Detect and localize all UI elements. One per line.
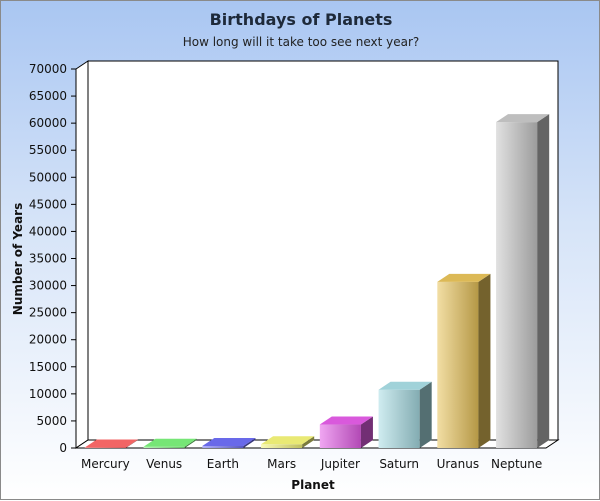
y-tick-label: 55000 (29, 143, 67, 157)
bar-front (144, 447, 185, 448)
y-tick-label: 0 (59, 441, 67, 455)
bar-side (478, 274, 490, 448)
x-tick-label: Earth (207, 457, 239, 471)
bar-side (420, 382, 432, 448)
y-tick-label: 20000 (29, 333, 67, 347)
y-tick-label: 5000 (36, 414, 67, 428)
bar-neptune (496, 114, 549, 448)
y-tick-label: 50000 (29, 170, 67, 184)
y-tick-label: 30000 (29, 279, 67, 293)
y-tick-label: 70000 (29, 62, 67, 76)
x-tick-label: Neptune (491, 457, 542, 471)
y-tick-label: 25000 (29, 306, 67, 320)
y-tick-label: 40000 (29, 224, 67, 238)
y-axis-ticks: 0 5000 10000 15000 20000 25000 30000 35000 40000… (29, 62, 76, 455)
chart-subtitle: How long will it take too see next year? (183, 35, 420, 49)
bar-uranus (437, 274, 490, 448)
x-axis-labels: Mercury Venus Earth Mars Jupiter Saturn Uranus… (81, 457, 542, 471)
bar-front (202, 446, 243, 448)
x-tick-label: Saturn (379, 457, 419, 471)
bar-jupiter (320, 417, 373, 448)
bar-side (537, 114, 549, 448)
chart-title: Birthdays of Planets (210, 10, 393, 29)
bar-saturn (379, 382, 432, 448)
y-axis-title: Number of Years (11, 203, 25, 315)
x-tick-label: Jupiter (320, 457, 360, 471)
x-tick-label: Mars (267, 457, 296, 471)
x-axis-title: Planet (291, 478, 335, 492)
y-tick-label: 35000 (29, 252, 67, 266)
bar-front (379, 390, 420, 448)
y-tick-label: 45000 (29, 197, 67, 211)
x-tick-label: Venus (146, 457, 182, 471)
y-tick-label: 15000 (29, 360, 67, 374)
bar-front (437, 282, 478, 448)
y-tick-label: 10000 (29, 387, 67, 401)
plot-left-wall (76, 61, 88, 448)
x-tick-label: Uranus (437, 457, 480, 471)
bar-front (261, 444, 302, 448)
y-tick-label: 65000 (29, 89, 67, 103)
y-tick-label: 60000 (29, 116, 67, 130)
x-tick-label: Mercury (81, 457, 130, 471)
bar-front (320, 425, 361, 448)
bar-front (496, 122, 537, 448)
